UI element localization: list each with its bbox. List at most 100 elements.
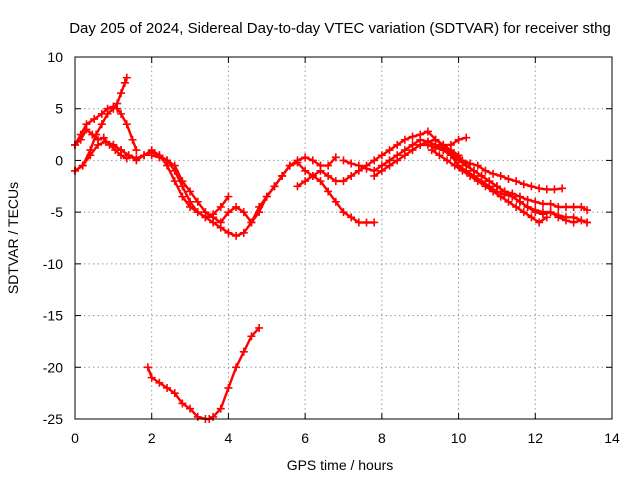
data-point [385,146,394,155]
data-point [132,154,141,163]
data-point [124,151,133,160]
data-point [232,231,241,240]
data-point [193,197,202,206]
data-point [132,146,141,155]
data-point [147,373,156,382]
data-point [301,153,310,162]
data-point [569,218,578,227]
data-point [216,404,225,413]
data-point [120,78,129,87]
data-point [324,171,333,180]
data-point [201,208,210,217]
data-point [155,153,164,162]
data-point [504,197,513,206]
data-point [496,171,505,180]
y-tick-label: -10 [43,256,63,272]
data-point [458,156,467,165]
data-point [90,115,99,124]
data-point [458,166,467,175]
data-point [301,177,310,186]
data-point [400,135,409,144]
data-point [466,159,475,168]
data-point [370,156,379,165]
y-tick-label: 10 [47,49,63,65]
data-point [370,171,379,180]
series-line [150,154,376,224]
data-point [450,151,459,160]
data-point [293,158,302,167]
data-point [583,206,592,215]
series-line [146,326,261,421]
data-point [489,169,498,178]
data-point [508,192,517,201]
data-point [531,197,540,206]
data-point [147,151,156,160]
y-tick-label: -15 [43,308,63,324]
data-point [232,363,241,372]
data-point [78,161,87,170]
data-point [546,199,555,208]
data-point [178,177,187,186]
data-point [170,161,179,170]
series-4 [71,137,340,240]
data-point [92,130,101,139]
plot-frame [74,56,613,420]
data-point [82,120,91,129]
data-point [94,140,103,149]
data-point [308,156,317,165]
data-point [583,218,592,227]
data-point [577,202,586,211]
data-point [423,137,432,146]
x-tick-label: 0 [71,430,79,446]
data-point [538,199,547,208]
data-point [117,109,126,118]
data-point [496,192,505,201]
data-point [331,153,340,162]
data-point [519,208,528,217]
data-point [512,202,521,211]
data-point [143,363,152,372]
data-point [362,218,371,227]
series-3 [71,102,141,155]
x-tick-label: 8 [378,430,386,446]
data-point [247,218,256,227]
data-point [186,404,195,413]
data-point [101,137,110,146]
data-point [86,151,95,160]
grid-layer [75,57,612,419]
data-point [347,159,356,168]
data-point [435,151,444,160]
data-point [178,399,187,408]
data-point [97,109,106,118]
data-point [239,208,248,217]
x-tick-label: 10 [451,430,467,446]
data-point [316,177,325,186]
data-point [546,208,555,217]
series-5 [109,140,233,222]
data-point [535,184,544,193]
x-tick-label: 14 [604,430,620,446]
data-point [255,208,264,217]
x-tick-label: 4 [225,430,233,446]
data-point [569,202,578,211]
data-point [117,89,126,98]
data-point [535,218,544,227]
data-point [76,130,85,139]
data-point [331,197,340,206]
data-point [385,161,394,170]
data-point [117,146,126,155]
data-point [558,184,567,193]
data-point [512,177,521,186]
data-point [109,140,118,149]
data-point [423,127,432,136]
data-point [232,202,241,211]
data-point [193,208,202,217]
data-point [500,187,509,196]
y-tick-label: -25 [43,411,63,427]
data-point [224,192,233,201]
data-point [224,208,233,217]
data-point [416,140,425,149]
data-point [122,73,131,82]
data-point [531,208,540,217]
data-point [492,182,501,191]
